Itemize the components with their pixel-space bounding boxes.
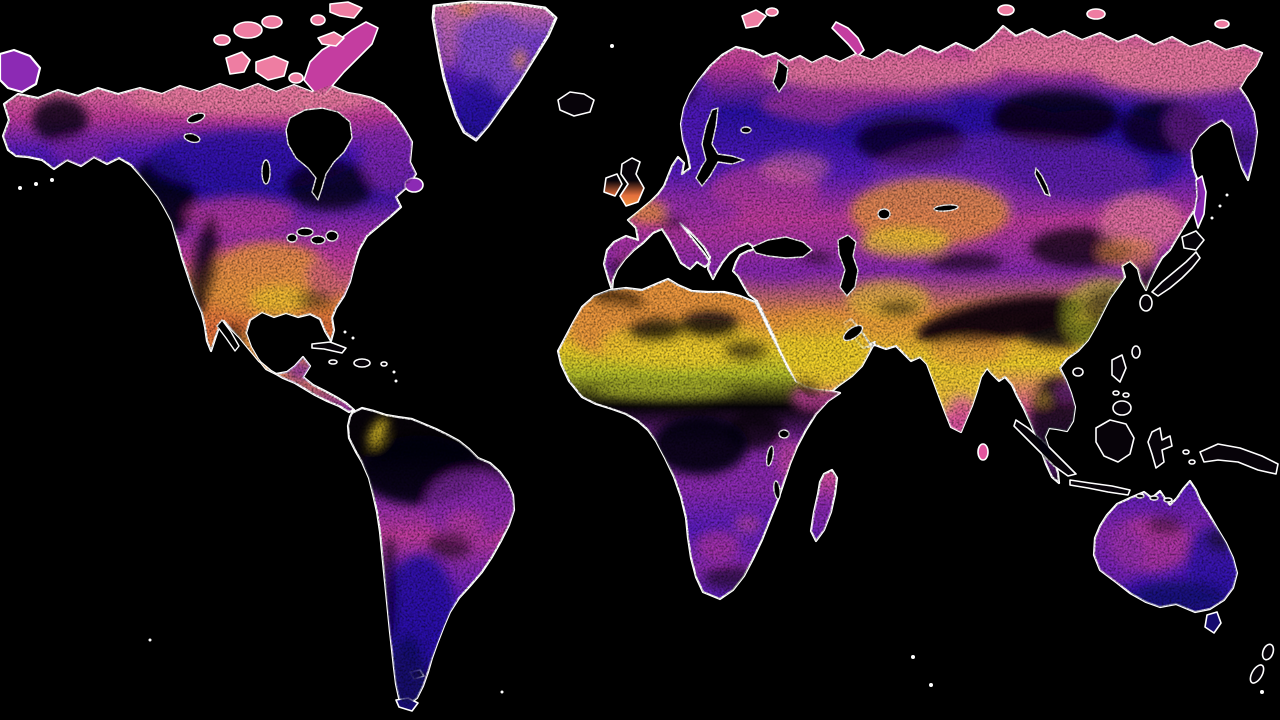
jan-mayen-dot [610,44,614,48]
antilles-dot [392,370,396,374]
kyushu-island [1139,294,1153,312]
chukotka-west-edge [0,48,42,94]
svalbard-island [741,9,767,29]
islet-dot [1260,690,1264,694]
kuril-dot [1210,216,1214,220]
antilles-dot [394,379,398,383]
banks-island [225,51,251,75]
moluccas-island [1182,449,1190,455]
kuril-dot [1225,193,1229,197]
south-georgia-dot [500,690,504,694]
visayas-island [1112,390,1120,396]
devon-island [317,31,345,47]
baffin-island [303,21,379,97]
visayas-island [1122,392,1130,398]
jamaica-island [328,359,338,365]
moluccas-island [1188,459,1196,465]
luzon-island [1111,354,1127,383]
severnaya-zemlya-island [997,4,1015,16]
arctic-island [288,72,304,84]
aleutian-dot [50,178,54,182]
java-island [1069,479,1131,496]
puerto-rico-island [380,361,388,367]
aleutian-dot [34,182,38,186]
new-guinea-island [1199,443,1279,475]
great-britain-island [619,157,645,207]
ireland-island [603,173,623,197]
ocean-islets [18,44,1264,694]
cuba-island [311,341,347,354]
victoria-island [255,55,289,81]
iceland-island [557,91,595,117]
taiwan-island [1131,345,1141,359]
arctic-island [261,15,283,29]
arctic-island [233,21,263,39]
hispaniola-island [353,358,371,368]
island-group [213,1,1279,712]
kuril-dot [1218,204,1222,208]
new-zealand-north-island [1261,643,1275,661]
ellesmere-island [329,1,363,19]
islet-dot [911,655,915,659]
arctic-island [213,34,231,46]
tasmania-island [1204,611,1222,634]
mindanao-island [1112,400,1132,416]
hokkaido-island [1181,230,1205,251]
bahamas-dot [343,330,347,334]
wrangel-island [1214,19,1230,29]
bahamas-dot [351,336,355,340]
new-zealand-south-island [1249,664,1265,684]
aleutian-dot [18,186,22,190]
honshu-island [1151,251,1201,297]
islet-dot [148,638,152,642]
new-siberian-island [1086,8,1106,20]
landmasses [0,0,1264,708]
svalbard-island [765,7,779,17]
sri-lanka-island [977,443,989,461]
sulawesi-island [1147,427,1173,469]
hainan-island [1072,367,1084,377]
borneo-island [1095,419,1135,463]
arctic-island [310,14,326,26]
islet-dot [929,683,933,687]
